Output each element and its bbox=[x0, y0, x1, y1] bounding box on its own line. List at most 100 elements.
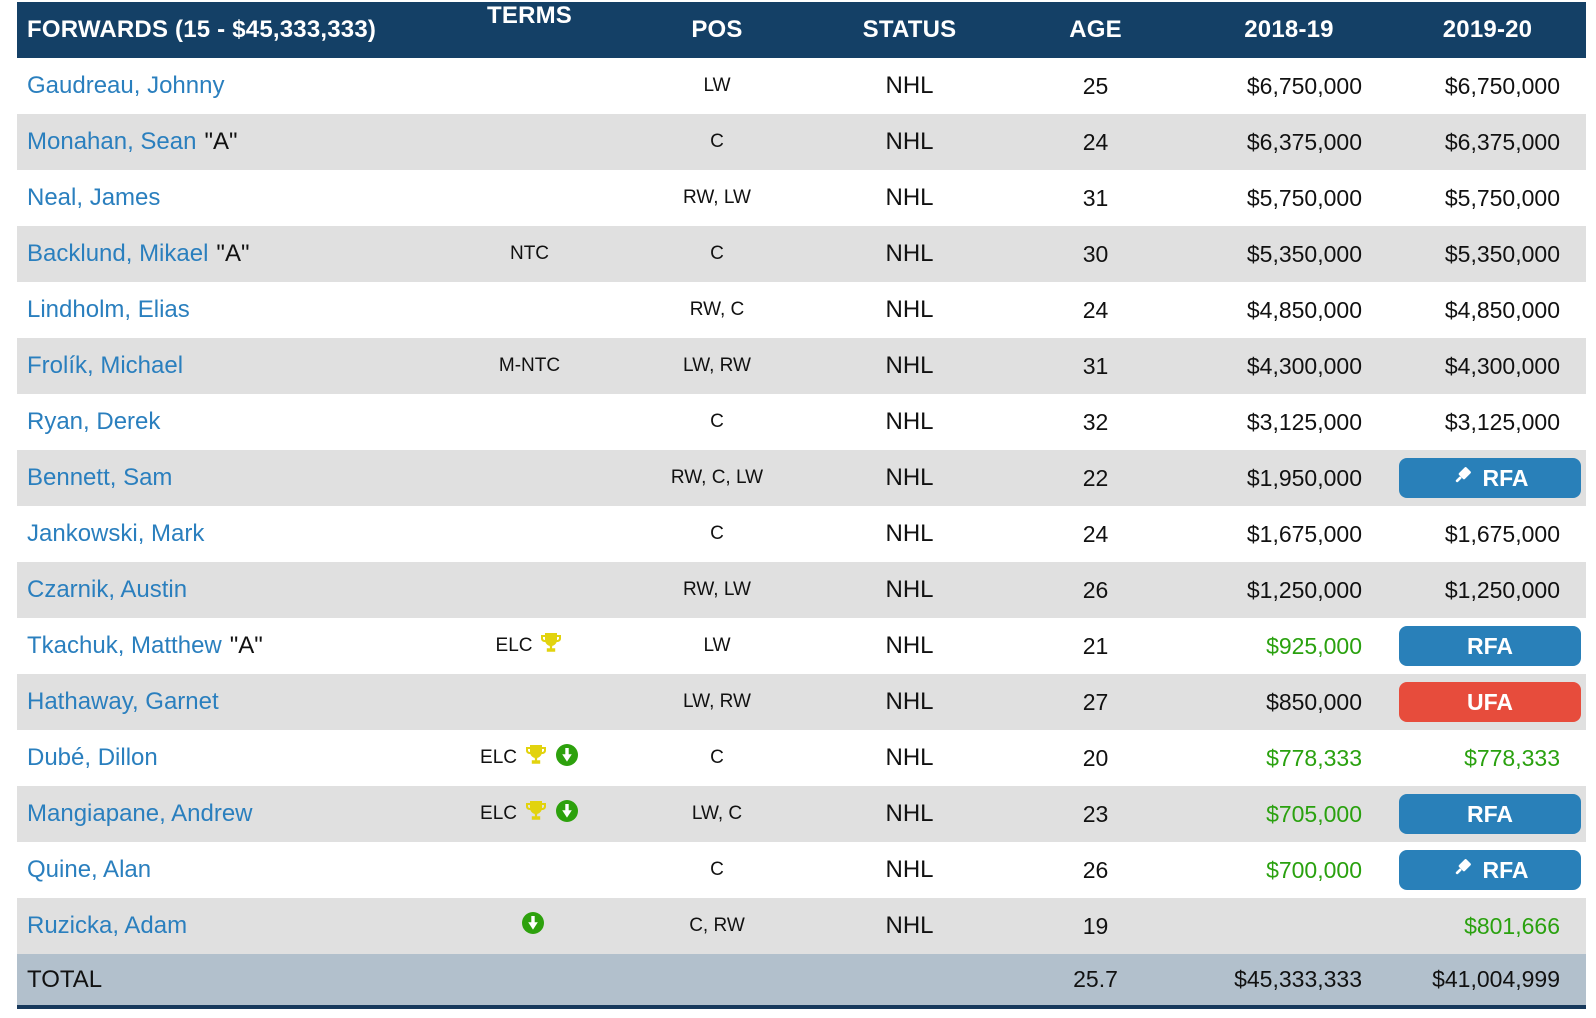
age-cell: 21 bbox=[1082, 632, 1109, 659]
player-cell: Dubé, Dillon bbox=[17, 744, 442, 772]
terms-cell bbox=[442, 114, 617, 170]
terms-label: ELC bbox=[480, 803, 517, 824]
trophy-icon bbox=[524, 799, 548, 829]
player-row: Ruzicka, Adam C, RW NHL 19 $801,666 bbox=[17, 898, 1586, 954]
age-cell: 24 bbox=[1082, 128, 1109, 155]
player-name-link[interactable]: Monahan, Sean bbox=[27, 128, 197, 155]
terms-cell bbox=[442, 282, 617, 338]
salary-2018-19-cell: $778,333 bbox=[1266, 744, 1362, 771]
badge-label: RFA bbox=[1482, 856, 1529, 883]
trophy-icon bbox=[524, 743, 548, 773]
terms-cell bbox=[442, 394, 617, 450]
player-row: Ryan, Derek C NHL 32 $3,125,000 $3,125,0… bbox=[17, 394, 1586, 450]
salary-2018-19-cell: $4,850,000 bbox=[1246, 296, 1362, 323]
status-cell: NHL bbox=[885, 520, 934, 547]
terms-cell bbox=[442, 562, 617, 618]
terms-cell: M-NTC bbox=[442, 338, 617, 394]
age-cell: 19 bbox=[1082, 912, 1109, 939]
position-cell: LW bbox=[703, 635, 731, 656]
salary-2018-19-cell: $1,250,000 bbox=[1246, 576, 1362, 603]
terms-cell bbox=[442, 506, 617, 562]
player-cell: Gaudreau, Johnny bbox=[17, 72, 442, 100]
column-header-age[interactable]: AGE bbox=[1069, 16, 1122, 43]
total-salary-2018-19: $45,333,333 bbox=[1234, 966, 1362, 992]
terms-label: M-NTC bbox=[498, 355, 561, 376]
terms-label: ELC bbox=[480, 747, 517, 768]
player-cell: Lindholm, Elias bbox=[17, 296, 442, 324]
player-name-link[interactable]: Neal, James bbox=[27, 184, 161, 211]
total-row: TOTAL 25.7 $45,333,333 $41,004,999 bbox=[17, 954, 1586, 1009]
status-cell: NHL bbox=[885, 856, 934, 883]
player-cell: Jankowski, Mark bbox=[17, 520, 442, 548]
forwards-cap-table: FORWARDS (15 - $45,333,333) TERMS POS ST… bbox=[17, 2, 1586, 1009]
player-name-link[interactable]: Frolík, Michael bbox=[27, 352, 184, 379]
player-row: Bennett, Sam RW, C, LW NHL 22 $1,950,000 bbox=[17, 450, 1586, 506]
player-name-link[interactable]: Czarnik, Austin bbox=[27, 576, 188, 603]
salary-2019-20-cell: $6,750,000 bbox=[1389, 73, 1586, 100]
salary-2019-20-cell: RFA bbox=[1389, 850, 1586, 890]
status-cell: NHL bbox=[885, 632, 934, 659]
age-cell: 30 bbox=[1082, 240, 1109, 267]
terms-cell bbox=[442, 898, 617, 954]
badge-label: RFA bbox=[1467, 632, 1513, 659]
player-name-link[interactable]: Gaudreau, Johnny bbox=[27, 72, 225, 99]
salary-2019-20-text: $3,125,000 bbox=[1444, 408, 1560, 435]
player-cell: Czarnik, Austin bbox=[17, 576, 442, 604]
position-cell: LW, RW bbox=[683, 691, 751, 712]
salary-2019-20-cell: RFA bbox=[1389, 794, 1586, 834]
column-header-forwards[interactable]: FORWARDS (15 - $45,333,333) bbox=[27, 16, 377, 43]
position-cell: RW, LW bbox=[683, 187, 751, 208]
player-name-link[interactable]: Bennett, Sam bbox=[27, 464, 173, 491]
salary-2019-20-cell: $5,350,000 bbox=[1389, 241, 1586, 268]
player-row: Dubé, Dillon ELC C NHL 20 $778,333 $778,… bbox=[17, 730, 1586, 786]
terms-cell: ELC bbox=[442, 618, 617, 674]
player-name-link[interactable]: Dubé, Dillon bbox=[27, 744, 158, 771]
player-row: Jankowski, Mark C NHL 24 $1,675,000 $1,6… bbox=[17, 506, 1586, 562]
status-cell: NHL bbox=[885, 352, 934, 379]
player-name-link[interactable]: Hathaway, Garnet bbox=[27, 688, 219, 715]
player-name-link[interactable]: Tkachuk, Matthew bbox=[27, 632, 222, 659]
column-header-pos[interactable]: POS bbox=[691, 16, 743, 43]
player-name-link[interactable]: Mangiapane, Andrew bbox=[27, 800, 253, 827]
salary-2018-19-cell: $1,675,000 bbox=[1246, 520, 1362, 547]
column-header-2019-20[interactable]: 2019-20 bbox=[1442, 16, 1533, 43]
player-row: Mangiapane, Andrew ELC LW, C NHL 23 $705… bbox=[17, 786, 1586, 842]
salary-2018-19-cell: $5,750,000 bbox=[1246, 184, 1362, 211]
player-row: Czarnik, Austin RW, LW NHL 26 $1,250,000… bbox=[17, 562, 1586, 618]
player-name-link[interactable]: Backlund, Mikael bbox=[27, 240, 209, 267]
salary-2018-19-cell: $6,750,000 bbox=[1246, 72, 1362, 99]
column-header-status[interactable]: STATUS bbox=[862, 16, 957, 43]
position-cell: C bbox=[710, 243, 724, 264]
player-row: Monahan, Sean "A" C NHL 24 $6,375,000 $6,… bbox=[17, 114, 1586, 170]
player-name-link[interactable]: Quine, Alan bbox=[27, 856, 152, 883]
status-cell: NHL bbox=[885, 576, 934, 603]
status-cell: NHL bbox=[885, 240, 934, 267]
salary-2019-20-cell: RFA bbox=[1389, 458, 1586, 498]
salary-2018-19-cell: $6,375,000 bbox=[1246, 128, 1362, 155]
fa-status-badge: RFA bbox=[1399, 850, 1581, 890]
age-cell: 24 bbox=[1082, 296, 1109, 323]
terms-cell bbox=[442, 58, 617, 114]
salary-2018-19-cell: $705,000 bbox=[1266, 800, 1362, 827]
column-header-2018-19[interactable]: 2018-19 bbox=[1244, 16, 1334, 43]
status-cell: NHL bbox=[885, 128, 934, 155]
player-designation: "A" bbox=[204, 128, 238, 155]
salary-2019-20-text: $6,375,000 bbox=[1444, 128, 1560, 155]
player-cell: Ryan, Derek bbox=[17, 408, 442, 436]
column-header-terms[interactable]: TERMS bbox=[487, 2, 572, 29]
player-name-link[interactable]: Jankowski, Mark bbox=[27, 520, 205, 547]
badge-label: RFA bbox=[1482, 464, 1529, 491]
salary-2019-20-cell: $778,333 bbox=[1389, 745, 1586, 772]
player-cell: Bennett, Sam bbox=[17, 464, 442, 492]
player-name-link[interactable]: Ruzicka, Adam bbox=[27, 912, 188, 939]
salary-2018-19-cell: $5,350,000 bbox=[1246, 240, 1362, 267]
player-name-link[interactable]: Ryan, Derek bbox=[27, 408, 161, 435]
salary-2019-20-text: $5,750,000 bbox=[1444, 184, 1560, 211]
player-name-link[interactable]: Lindholm, Elias bbox=[27, 296, 190, 323]
status-cell: NHL bbox=[885, 72, 934, 99]
position-cell: C bbox=[710, 523, 724, 544]
terms-label: ELC bbox=[495, 635, 533, 656]
salary-2018-19-cell: $925,000 bbox=[1266, 632, 1362, 659]
salary-2018-19-cell: $850,000 bbox=[1266, 688, 1362, 715]
age-cell: 32 bbox=[1082, 408, 1109, 435]
